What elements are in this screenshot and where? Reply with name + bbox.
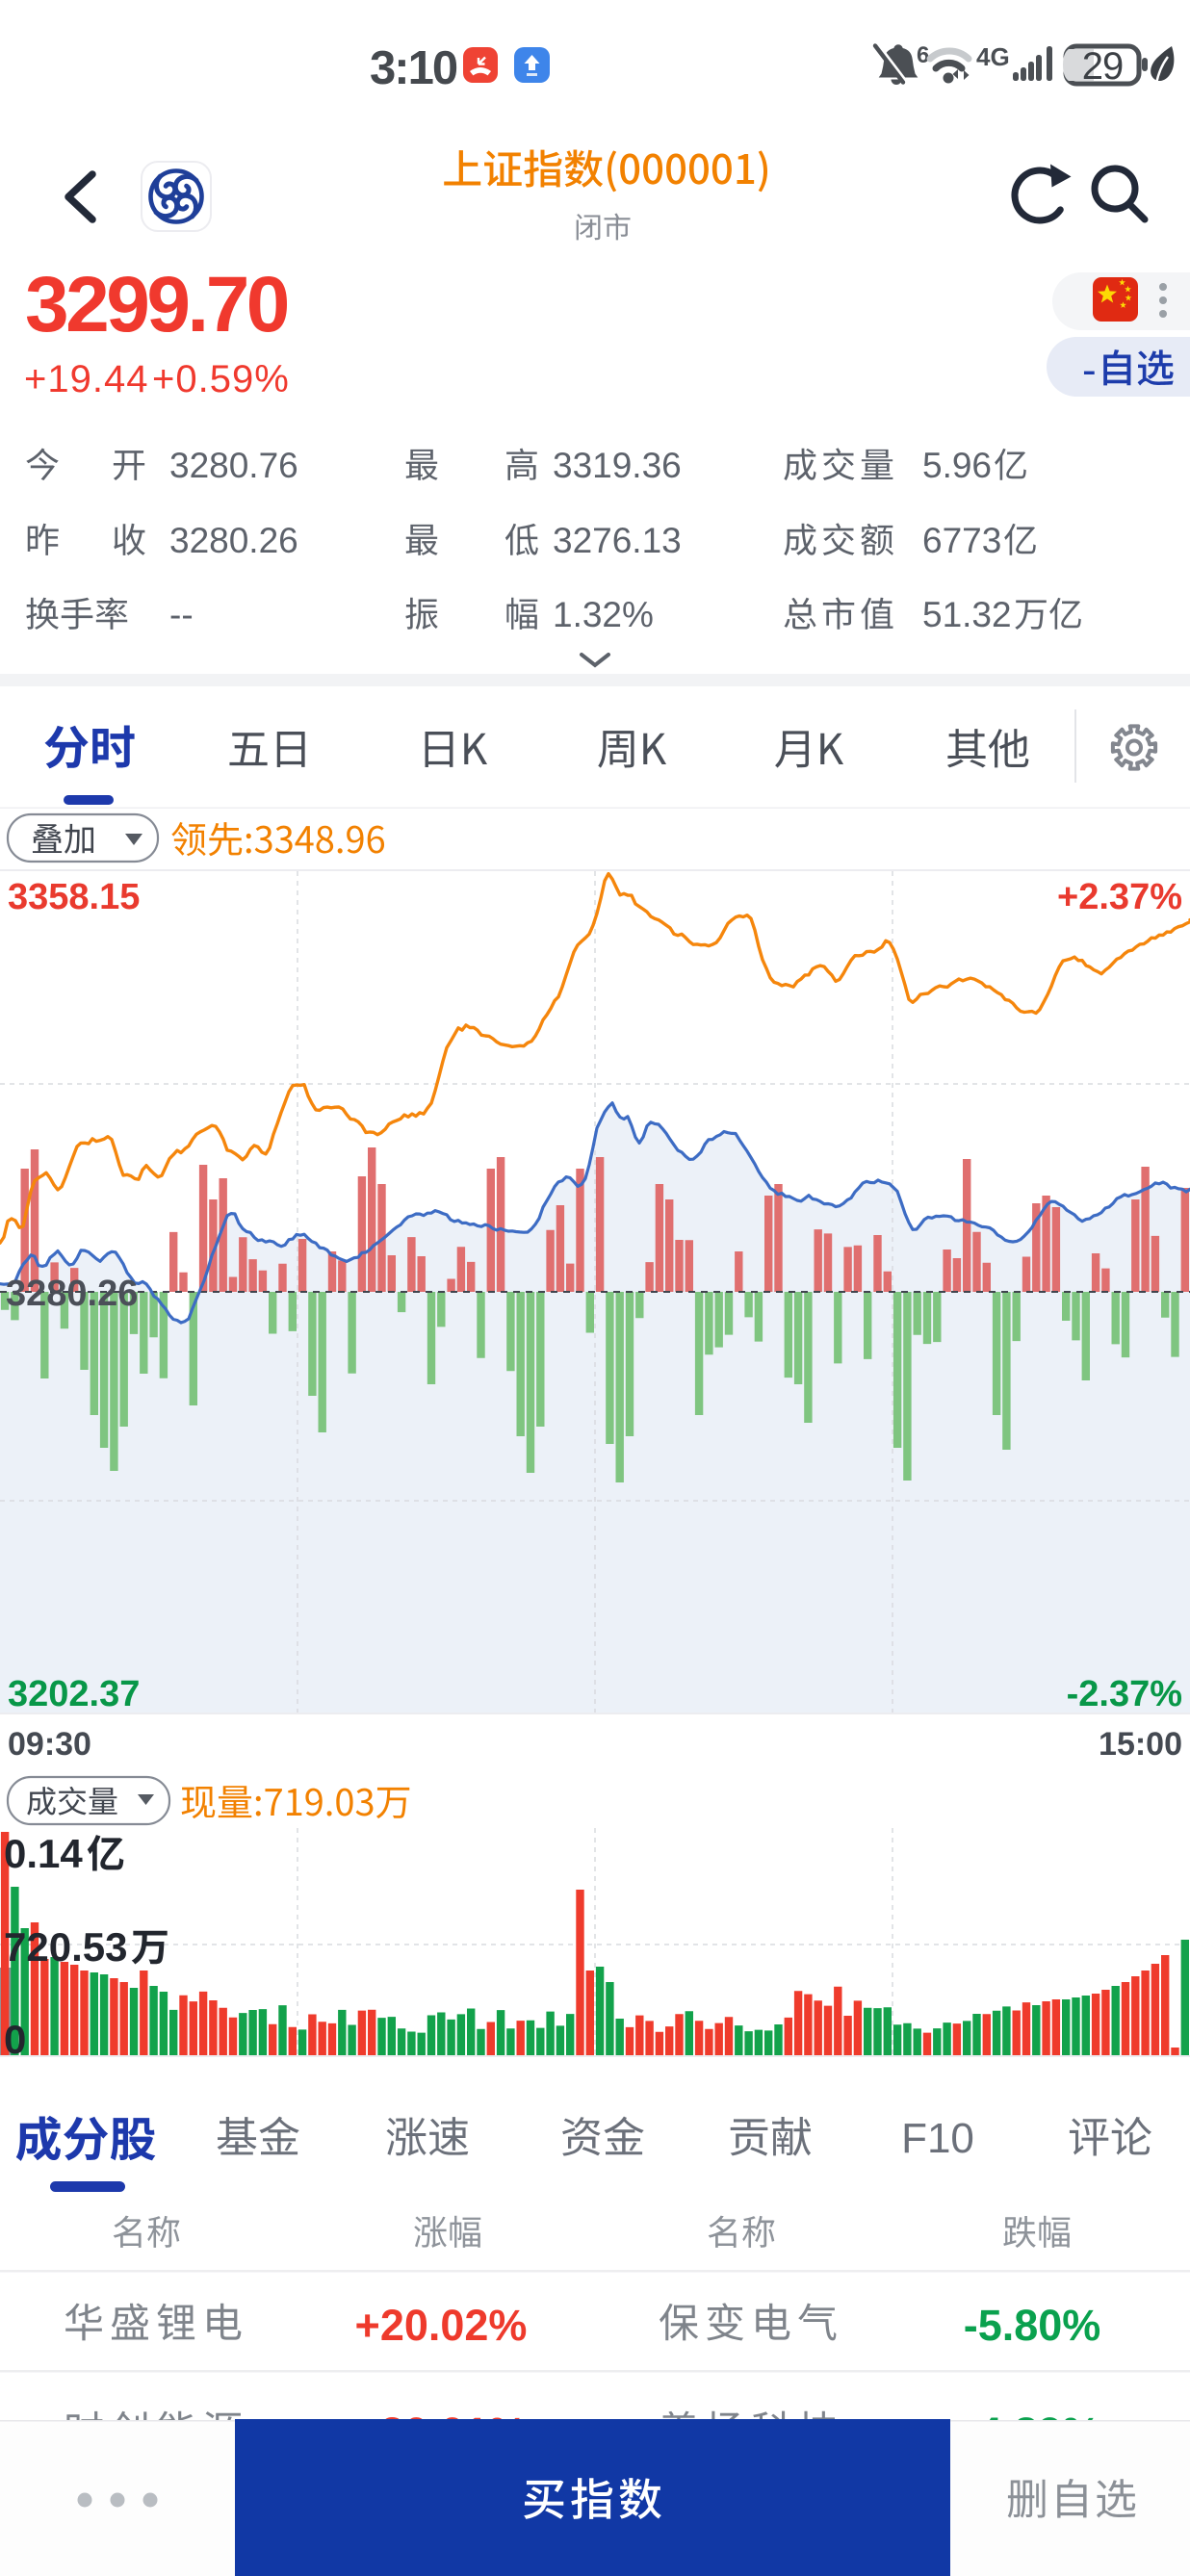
svg-text:+20.02%: +20.02% bbox=[355, 2301, 528, 2350]
svg-text:3:10: 3:10 bbox=[370, 42, 457, 94]
svg-text:3358.15: 3358.15 bbox=[8, 877, 140, 917]
svg-text:15:00: 15:00 bbox=[1099, 1726, 1182, 1763]
svg-text:3280.76: 3280.76 bbox=[169, 446, 298, 485]
svg-text:5.96: 5.96 bbox=[922, 446, 992, 485]
svg-text:4G: 4G bbox=[976, 42, 1010, 71]
svg-text:-: - bbox=[1082, 347, 1097, 394]
svg-text:3202.37: 3202.37 bbox=[8, 1674, 140, 1714]
svg-text:3276.13: 3276.13 bbox=[553, 521, 682, 560]
svg-text:F10: F10 bbox=[901, 2115, 974, 2162]
svg-text:6: 6 bbox=[917, 42, 929, 68]
svg-text:3280.26: 3280.26 bbox=[6, 1274, 138, 1314]
svg-text:1.32%: 1.32% bbox=[553, 595, 654, 634]
svg-text:--: -- bbox=[169, 595, 194, 634]
svg-text:51.32: 51.32 bbox=[922, 595, 1012, 634]
svg-text:720.53: 720.53 bbox=[4, 1924, 127, 1970]
svg-text:+19.44: +19.44 bbox=[24, 358, 148, 400]
svg-text:09:30: 09:30 bbox=[8, 1726, 91, 1763]
svg-text:3299.70: 3299.70 bbox=[25, 261, 288, 348]
svg-text:0: 0 bbox=[4, 2017, 26, 2062]
svg-text:6773: 6773 bbox=[922, 521, 1001, 560]
svg-text:29: 29 bbox=[1082, 45, 1124, 88]
svg-text:0.14: 0.14 bbox=[4, 1831, 83, 1876]
svg-text:-2.37%: -2.37% bbox=[1067, 1674, 1182, 1714]
svg-text:3280.26: 3280.26 bbox=[169, 521, 298, 560]
svg-text:3319.36: 3319.36 bbox=[553, 446, 682, 485]
svg-text:+0.59%: +0.59% bbox=[152, 358, 290, 400]
svg-text:+2.37%: +2.37% bbox=[1057, 877, 1182, 917]
svg-text:-5.80%: -5.80% bbox=[964, 2301, 1101, 2350]
